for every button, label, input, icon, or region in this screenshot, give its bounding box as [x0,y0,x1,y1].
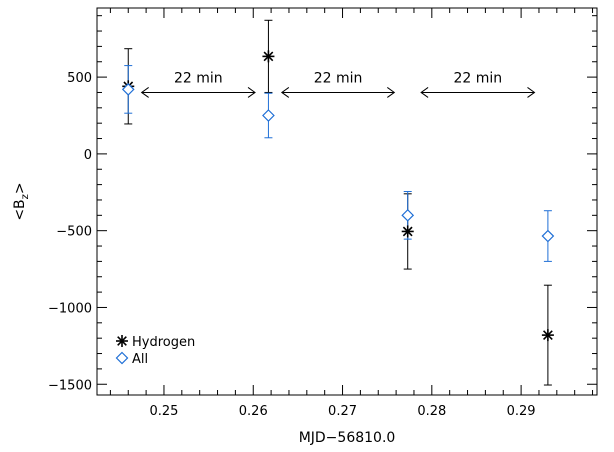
annotation-arrowhead-right [527,87,536,98]
x-tick-label: 0.28 [417,404,446,419]
annotation-label: 22 min [314,70,363,86]
legend: Hydrogen All [115,335,195,367]
y-axis-title-main: <B [12,199,28,220]
x-axis-title: MJD−56810.0 [299,430,396,446]
asterisk-stroke [263,51,274,62]
annotation-arrowhead-left [420,87,429,98]
annotation-arrowhead-right [387,87,396,98]
data-point-all [262,109,275,122]
legend-marker-all [115,351,129,365]
plot-area [96,7,598,396]
x-tick-label: 0.26 [239,404,268,419]
series-all [124,65,552,262]
y-axis-title-end: > [12,182,28,194]
y-axis-title: <Bz> [12,182,31,220]
data-point-all [541,229,555,243]
y-tick-label: −1500 [48,378,92,393]
data-point-hydrogen [401,225,414,238]
duration-annotation: 22 min [420,70,536,98]
y-tick-label: 500 [67,71,92,86]
asterisk-stroke [402,226,413,237]
asterisk-stroke [117,336,127,346]
y-axis-title-subscript: z [20,194,31,199]
annotation-arrowhead-left [140,87,149,98]
asterisk-stroke [543,330,553,340]
data-point-hydrogen [541,329,554,342]
legend-label-hydrogen: Hydrogen [132,335,195,350]
duration-annotation: 22 min [280,70,396,98]
duration-annotation: 22 min [140,70,256,98]
annotation-label: 22 min [174,70,223,86]
annotation-arrowhead-right [247,87,256,98]
plot-frame [96,7,598,396]
data-point-hydrogen [262,50,275,63]
y-tick-label: 0 [84,148,92,163]
x-tick-label: 0.25 [149,404,178,419]
annotation-arrowhead-left [280,87,290,98]
data-series [121,19,555,386]
y-tick-label: −1000 [48,301,92,316]
axis-ticks: 0.25 0.26 0.27 0.28 0.29 500 0 −500 −1000 −1500 [48,8,597,419]
annotation-label: 22 min [453,70,502,86]
legend-marker-hydrogen [116,335,128,347]
x-tick-label: 0.29 [507,404,536,419]
x-tick-label: 0.27 [328,404,357,419]
legend-label-all: All [132,352,148,367]
markers-all [121,83,555,243]
data-point-all [121,83,135,96]
y-tick-label: −500 [56,225,92,240]
annotations: 22 min 22 min 22 min [140,70,536,98]
markers-hydrogen [122,50,554,342]
data-point-all [401,208,415,222]
